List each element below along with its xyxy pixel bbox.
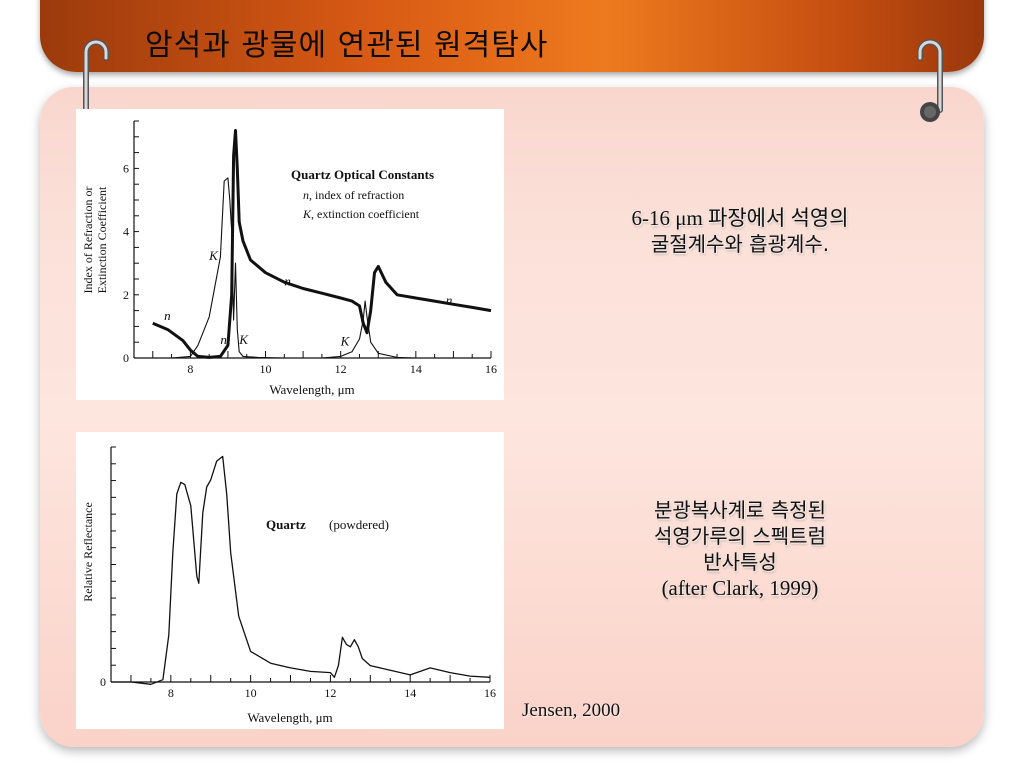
- x-tick-label: 16: [485, 362, 497, 376]
- x-tick-label: 14: [410, 362, 422, 376]
- x-tick-label: 10: [245, 686, 257, 700]
- source-credit: Jensen, 2000: [522, 700, 621, 721]
- chart2-xlabel: Wavelength, μm: [247, 710, 332, 725]
- legend-n-text: , index of refraction: [309, 188, 404, 202]
- curve-label: K: [208, 248, 219, 263]
- caption-reflectance: 분광복사계로 측정된 석영가루의 스펙트럼 반사특성 (after Clark,…: [560, 497, 920, 601]
- curve-label: K: [238, 332, 249, 347]
- y-tick-label: 4: [123, 225, 129, 239]
- chart1-legend-k: K, extinction coefficient: [302, 207, 420, 221]
- chart2-title: Quartz: [266, 517, 306, 532]
- x-tick-label: 8: [168, 686, 174, 700]
- x-tick-label: 16: [484, 686, 496, 700]
- legend-k-text: , extinction coefficient: [311, 207, 420, 221]
- series-line-0: [111, 455, 491, 685]
- y-tick-label: 0: [100, 675, 106, 689]
- caption1-line1: 6-16 μm 파장에서 석영의: [631, 206, 849, 230]
- curve-label: n: [164, 308, 171, 323]
- chart1-title: Quartz Optical Constants: [291, 167, 434, 182]
- y-tick-label: 2: [123, 288, 129, 302]
- caption2-line1: 분광복사계로 측정된: [654, 498, 826, 522]
- title-bar: [40, 0, 984, 72]
- reflectance-chart: 8 10 12 14 16 0 Relative Reflectance Waveleng…: [76, 432, 504, 729]
- chart1-legend-n: n, index of refraction: [303, 188, 404, 202]
- caption-optical-constants: 6-16 μm 파장에서 석영의 굴절계수와 흡광계수.: [560, 205, 920, 257]
- chart1-ylabel: Index of Refraction or: [81, 187, 95, 294]
- chart1-ylabel-line2: Extinction Coefficient: [95, 186, 109, 293]
- y-tick-label: 0: [123, 351, 129, 365]
- series-line-K: [171, 177, 416, 359]
- curve-label: n: [284, 273, 291, 288]
- left-binder-ring-icon: [83, 39, 109, 115]
- x-tick-label: 12: [335, 362, 347, 376]
- curve-label: n: [220, 332, 227, 347]
- caption2-line3: 반사특성: [703, 550, 777, 574]
- series-line-n: [152, 129, 492, 359]
- chart1-xlabel: Wavelength, μm: [269, 382, 354, 397]
- right-binder-ring-icon: [917, 39, 943, 122]
- chart2-subtitle: (powdered): [329, 517, 389, 532]
- chart2-ylabel: Relative Reflectance: [81, 502, 95, 602]
- legend-k-symbol: K: [302, 207, 312, 221]
- y-tick-label: 6: [123, 161, 129, 175]
- x-tick-label: 8: [187, 362, 193, 376]
- slide-title: 암석과 광물에 연관된 원격탐사: [145, 28, 549, 63]
- caption2-line4: (after Clark, 1999): [661, 576, 819, 600]
- x-tick-label: 14: [404, 686, 416, 700]
- caption2-line2: 석영가루의 스펙트럼: [654, 524, 826, 548]
- curve-label: K: [340, 333, 351, 348]
- curve-label: n: [446, 292, 453, 307]
- caption1-line2: 굴절계수와 흡광계수.: [650, 232, 830, 256]
- legend-n-symbol: n: [303, 188, 309, 202]
- x-tick-label: 12: [324, 686, 336, 700]
- x-tick-label: 10: [260, 362, 272, 376]
